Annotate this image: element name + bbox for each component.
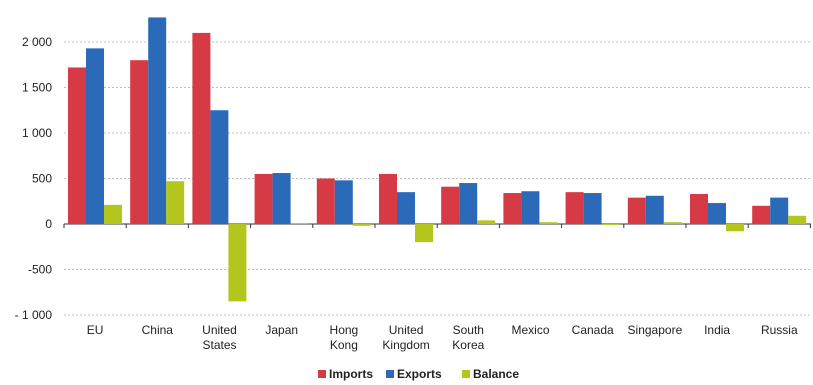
- bar-balance-8: [601, 224, 620, 225]
- bar-exports-7: [521, 191, 540, 224]
- bar-balance-6: [477, 220, 496, 224]
- bar-exports-6: [459, 183, 478, 224]
- legend-swatch-balance: [462, 370, 470, 378]
- bar-imports-5: [379, 173, 397, 224]
- bar-imports-11: [752, 205, 771, 224]
- bar-balance-11: [788, 215, 807, 224]
- bar-exports-3: [272, 173, 291, 224]
- x-category-label: States: [202, 338, 236, 352]
- y-tick-label: 2 000: [22, 35, 52, 49]
- x-category-label: Canada: [572, 323, 614, 337]
- x-category-label: India: [704, 323, 730, 337]
- bar-imports-10: [690, 193, 708, 224]
- bar-balance-5: [415, 224, 433, 243]
- bar-balance-0: [104, 204, 122, 224]
- bar-balance-4: [352, 224, 371, 226]
- legend-label-exports: Exports: [397, 367, 442, 381]
- x-category-label: Kong: [330, 338, 358, 352]
- legend-label-balance: Balance: [473, 367, 519, 381]
- y-tick-label: -500: [28, 263, 52, 277]
- bars-layer: [68, 17, 807, 302]
- x-category-label: United: [389, 323, 424, 337]
- bar-balance-3: [290, 223, 309, 224]
- x-category-label: Kingdom: [382, 338, 429, 352]
- x-category-label: Hong: [330, 323, 359, 337]
- bar-balance-10: [726, 224, 744, 232]
- x-category-label: EU: [87, 323, 104, 337]
- legend-swatch-exports: [386, 370, 394, 378]
- bar-imports-3: [254, 173, 273, 224]
- x-category-label: Russia: [761, 323, 798, 337]
- bar-exports-4: [334, 180, 353, 224]
- x-category-label: China: [142, 323, 174, 337]
- y-tick-label: 500: [32, 172, 52, 186]
- bar-imports-6: [441, 186, 460, 224]
- bar-exports-11: [770, 197, 789, 224]
- bar-balance-2: [228, 224, 247, 302]
- bar-exports-0: [86, 48, 104, 225]
- bar-imports-8: [565, 192, 584, 224]
- x-category-label: Korea: [452, 338, 484, 352]
- bar-imports-2: [192, 32, 211, 225]
- legend-swatch-imports: [318, 370, 326, 378]
- x-category-label: Singapore: [628, 323, 683, 337]
- bar-imports-9: [627, 197, 646, 224]
- bar-balance-9: [663, 222, 682, 224]
- x-category-label: Mexico: [511, 323, 549, 337]
- bar-imports-0: [68, 67, 86, 224]
- bar-exports-8: [583, 193, 602, 224]
- legend: Imports Exports Balance: [318, 367, 519, 381]
- bar-balance-1: [166, 181, 185, 224]
- bar-imports-4: [316, 178, 335, 224]
- bar-exports-5: [397, 192, 415, 224]
- y-tick-label: 1 500: [22, 81, 52, 95]
- bar-exports-1: [148, 17, 167, 225]
- bar-imports-1: [130, 60, 149, 225]
- bar-imports-7: [503, 193, 522, 224]
- x-category-label: United: [202, 323, 237, 337]
- x-category-label: Japan: [265, 323, 298, 337]
- y-tick-label: - 1 000: [15, 308, 53, 322]
- grid-layer: [63, 41, 811, 316]
- bar-exports-9: [645, 195, 664, 224]
- y-tick-label: 0: [45, 217, 52, 231]
- bar-balance-7: [539, 222, 558, 224]
- y-tick-label: 1 000: [22, 126, 52, 140]
- x-category-label: South: [453, 323, 484, 337]
- bar-exports-10: [708, 203, 726, 224]
- legend-label-imports: Imports: [329, 367, 373, 381]
- bar-exports-2: [210, 110, 229, 224]
- y-axis-ticks: 2 000 1 500 1 000 500 0 -500 - 1 000: [15, 35, 53, 322]
